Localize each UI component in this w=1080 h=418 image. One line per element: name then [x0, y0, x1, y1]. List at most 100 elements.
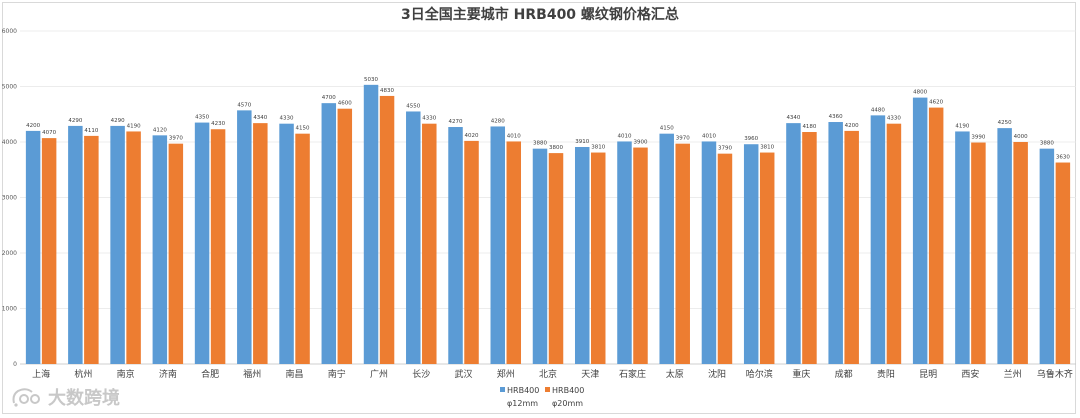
data-label: 4290: [111, 118, 125, 124]
bars: [25, 84, 1071, 365]
bar-phi12: [363, 84, 379, 365]
y-tick-label: 3000: [2, 195, 17, 202]
data-label: 4620: [929, 100, 943, 106]
data-label: 4350: [195, 115, 209, 121]
bar-phi12: [997, 128, 1012, 364]
chart-title: 3日全国主要城市 HRB400 螺纹钢价格汇总: [401, 6, 679, 23]
x-tick-label: 广州: [370, 368, 388, 380]
bar-phi12: [194, 122, 210, 364]
data-label: 4330: [280, 116, 294, 122]
x-tick-label: 天津: [581, 369, 599, 380]
bar-phi20: [253, 123, 268, 364]
bar-phi20: [802, 132, 817, 364]
bar-phi20: [126, 131, 141, 364]
bar-phi20: [759, 152, 775, 364]
legend-swatch: [545, 387, 550, 392]
data-label: 3900: [633, 140, 647, 146]
data-label: 3810: [760, 145, 774, 151]
bar-phi12: [406, 111, 421, 364]
bar-phi12: [237, 110, 252, 365]
bar-phi20: [210, 129, 226, 364]
data-label: 4700: [322, 95, 336, 101]
data-label: 3810: [591, 145, 605, 151]
x-tick-label: 南京: [117, 368, 135, 380]
data-label: 3910: [575, 139, 589, 145]
x-tick-label: 太原: [666, 368, 684, 380]
legend-label-sub: φ12mm: [507, 399, 538, 408]
data-label: 4010: [617, 133, 631, 139]
data-label: 4340: [253, 115, 267, 121]
bar-phi20: [295, 133, 310, 364]
x-tick-label: 兰州: [1004, 368, 1022, 380]
data-label: 4550: [406, 103, 420, 109]
data-label: 3630: [1056, 155, 1070, 161]
y-tick-label: 6000: [2, 28, 17, 35]
data-label: 4150: [296, 126, 310, 132]
bar-phi12: [870, 115, 886, 364]
bar-phi12: [321, 103, 337, 365]
legend-label-sub: φ20mm: [552, 399, 583, 408]
data-label: 4270: [449, 119, 463, 125]
y-tick-label: 4000: [2, 139, 17, 146]
data-label: 3970: [169, 136, 183, 142]
bar-phi20: [379, 95, 395, 364]
y-tick-label: 0: [13, 361, 17, 368]
bar-phi12: [659, 133, 674, 364]
bar-phi12: [25, 130, 41, 364]
bar-phi20: [717, 153, 733, 364]
x-tick-label: 贵阳: [877, 368, 895, 380]
data-label: 4010: [702, 133, 716, 139]
data-labels: 4200407042904110429041904120397043504230…: [26, 77, 1070, 161]
data-label: 3970: [676, 136, 690, 142]
data-label: 3880: [533, 141, 547, 147]
x-tick-label: 合肥: [201, 368, 219, 380]
x-tick-label: 南宁: [328, 368, 346, 380]
bar-phi12: [912, 97, 928, 364]
data-label: 3800: [549, 145, 563, 151]
data-label: 4570: [237, 102, 251, 108]
data-label: 4150: [660, 126, 674, 132]
bar-phi20: [464, 140, 479, 364]
data-label: 4010: [507, 133, 521, 139]
bar-phi20: [41, 138, 57, 364]
bar-phi20: [886, 123, 902, 364]
data-label: 4330: [422, 116, 436, 122]
bar-phi12: [574, 146, 590, 364]
data-label: 4180: [802, 124, 816, 130]
data-label: 4110: [84, 128, 98, 134]
data-label: 4200: [845, 123, 859, 129]
bar-phi20: [84, 135, 99, 364]
x-tick-label: 沈阳: [708, 368, 726, 380]
bar-phi20: [675, 143, 690, 364]
data-label: 5030: [364, 77, 378, 83]
data-label: 4340: [786, 115, 800, 121]
data-label: 3960: [744, 136, 758, 142]
bar-phi12: [743, 144, 759, 364]
legend: HRB400 φ12mm HRB400 φ20mm: [500, 386, 584, 408]
x-tick-label: 福州: [243, 368, 261, 380]
bar-phi20: [844, 130, 859, 364]
bar-phi20: [928, 107, 944, 364]
data-label: 4250: [998, 120, 1012, 126]
data-label: 3790: [718, 146, 732, 152]
x-tick-label: 哈尔滨: [746, 368, 773, 380]
bar-phi20: [422, 123, 437, 364]
data-label: 3880: [1040, 141, 1054, 147]
bar-phi20: [590, 152, 606, 364]
bar-phi12: [955, 131, 970, 364]
data-label: 4000: [1014, 134, 1028, 140]
data-label: 4280: [491, 118, 505, 124]
data-label: 4360: [829, 114, 843, 120]
data-label: 4120: [153, 127, 167, 133]
bar-phi12: [110, 125, 125, 364]
y-tick-label: 1000: [2, 306, 17, 313]
bar-phi20: [337, 108, 353, 364]
bar-phi12: [279, 123, 294, 364]
data-label: 4600: [338, 101, 352, 107]
bar-phi12: [786, 123, 801, 364]
bar-phi12: [1039, 148, 1055, 364]
bar-phi12: [701, 141, 717, 364]
bar-phi20: [1055, 162, 1071, 364]
x-axis-ticks: 上海 杭州 南京 济南 合肥 福州 南昌 南宁 广州 长沙 武汉 郑州 北京 天津 石家庄 太原 沈阳 哈尔滨 重庆…: [32, 368, 1073, 380]
